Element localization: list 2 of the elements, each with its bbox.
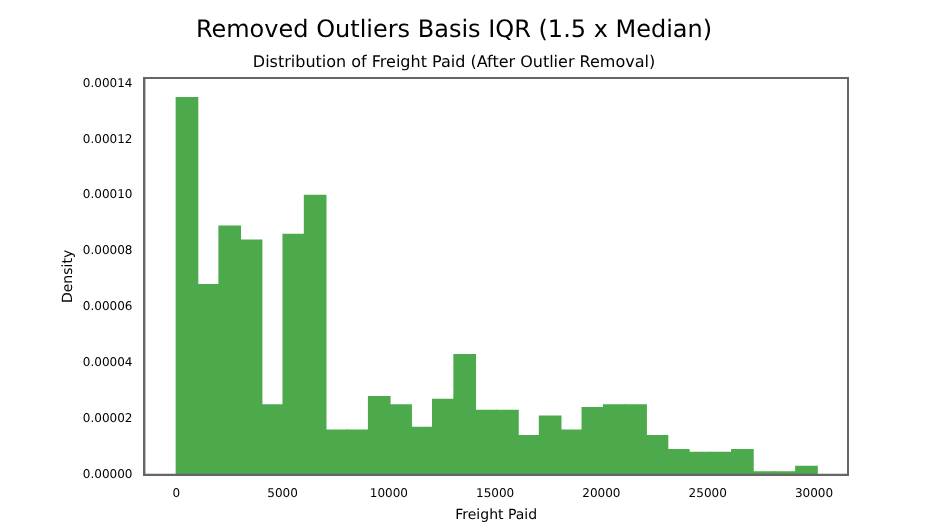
chart-title: Removed Outliers Basis IQR (1.5 x Median) [195, 14, 713, 43]
chart-subtitle: Distribution of Freight Paid (After Outlier Removal) [252, 52, 656, 71]
